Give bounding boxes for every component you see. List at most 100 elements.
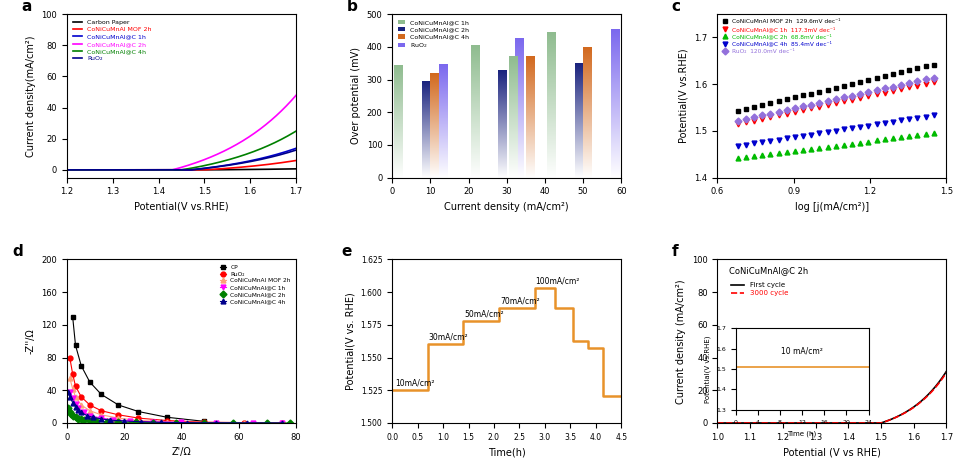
CoNiCuMnAl MOF 2h [239, 420, 250, 426]
CoNiCuMnAl@C 4h [96, 416, 107, 422]
CoNiCuMnAl MOF 2h [170, 167, 182, 172]
CoNiCuMnAl@C 4h  85.4mV dec⁻¹ [740, 142, 751, 148]
X-axis label: Time(h): Time(h) [488, 447, 526, 457]
CoNiCuMnAl@C 4h [76, 409, 87, 415]
CoNiCuMnAl@C 2h [130, 420, 141, 425]
CP [113, 402, 124, 408]
CoNiCuMnAl@C 2h  68.8mV dec⁻¹ [896, 134, 907, 140]
CoNiCuMnAl@C 1h [96, 415, 107, 421]
Carbon Paper [171, 167, 183, 172]
CoNiCuMnAl@C 1h  117.3mV dec⁻¹ [928, 79, 940, 85]
CoNiCuMnAl@C 2h [185, 162, 197, 167]
CoNiCuMnAl MOF 2h [113, 415, 124, 421]
First cycle [884, 417, 896, 423]
3000 cycle [941, 370, 952, 376]
CoNiCuMnAl@C 2h  68.8mV dec⁻¹ [740, 154, 751, 160]
CoNiCuMnAl@C 2h [171, 166, 183, 172]
Y-axis label: Over potential (mV): Over potential (mV) [351, 47, 361, 144]
CoNiCuMnAl MOF 2h  129.6mV dec⁻¹ [862, 77, 874, 83]
CoNiCuMnAl@C 2h [78, 417, 90, 423]
CoNiCuMnAl@C 1h  117.3mV dec⁻¹ [772, 112, 784, 118]
CoNiCuMnAl@C 2h [113, 419, 124, 425]
CoNiCuMnAl@C 2h [285, 420, 296, 426]
Line: CoNiCuMnAl@C 4h  85.4mV dec⁻¹: CoNiCuMnAl@C 4h 85.4mV dec⁻¹ [735, 113, 936, 149]
RuO₂  120.0mV dec⁻¹ [846, 93, 858, 99]
CoNiCuMnAl@C 1h  117.3mV dec⁻¹ [732, 121, 744, 127]
CoNiCuMnAl MOF 2h  129.6mV dec⁻¹ [781, 96, 793, 102]
CoNiCuMnAl@C 1h  117.3mV dec⁻¹ [740, 119, 751, 125]
RuO₂ [291, 147, 302, 153]
RuO₂ [199, 419, 210, 425]
CoNiCuMnAl@C 4h  85.4mV dec⁻¹ [912, 115, 923, 121]
CoNiCuMnAl@C 2h [70, 415, 81, 420]
RuO₂ [70, 384, 81, 389]
CoNiCuMnAl MOF 2h [61, 167, 73, 172]
CoNiCuMnAl@C 4h  85.4mV dec⁻¹ [797, 133, 809, 139]
Text: CoNiCuMnAl@C 2h: CoNiCuMnAl@C 2h [728, 266, 808, 275]
CoNiCuMnAl@C 2h  68.8mV dec⁻¹ [806, 146, 817, 152]
Y-axis label: Potential(V vs. RHE): Potential(V vs. RHE) [345, 292, 355, 390]
CoNiCuMnAl MOF 2h [162, 419, 173, 424]
First cycle [941, 368, 952, 374]
CoNiCuMnAl@C 4h [182, 420, 193, 425]
RuO₂  120.0mV dec⁻¹ [879, 86, 890, 91]
Line: CoNiCuMnAl@C 4h: CoNiCuMnAl@C 4h [67, 131, 296, 170]
Y-axis label: -Z''/Ω: -Z''/Ω [26, 329, 35, 354]
Line: CoNiCuMnAl@C 4h: CoNiCuMnAl@C 4h [66, 390, 284, 425]
CoNiCuMnAl MOF 2h [70, 394, 81, 399]
CoNiCuMnAl@C 4h [198, 163, 209, 169]
CoNiCuMnAl@C 1h [198, 165, 209, 171]
RuO₂  120.0mV dec⁻¹ [887, 84, 899, 89]
3000 cycle [864, 420, 876, 426]
CoNiCuMnAl MOF 2h  129.6mV dec⁻¹ [838, 83, 850, 89]
RuO₂  120.0mV dec⁻¹ [814, 100, 825, 106]
RuO₂ [76, 394, 87, 399]
CoNiCuMnAl@C 2h  68.8mV dec⁻¹ [871, 138, 882, 143]
First cycle [771, 420, 782, 426]
CoNiCuMnAl@C 2h [101, 419, 113, 424]
CoNiCuMnAl@C 1h [67, 396, 78, 401]
CoNiCuMnAl@C 1h [285, 148, 296, 153]
CoNiCuMnAl@C 2h [228, 420, 239, 426]
CoNiCuMnAl@C 4h  85.4mV dec⁻¹ [756, 139, 768, 145]
CoNiCuMnAl@C 2h [199, 420, 210, 426]
CoNiCuMnAl@C 2h [291, 93, 302, 98]
RuO₂  120.0mV dec⁻¹ [740, 116, 751, 122]
RuO₂ [276, 420, 288, 426]
CoNiCuMnAl@C 1h [176, 420, 187, 425]
CoNiCuMnAl@C 4h  85.4mV dec⁻¹ [749, 141, 760, 146]
CoNiCuMnAl@C 4h  85.4mV dec⁻¹ [862, 123, 874, 128]
Text: 10mA/cm²: 10mA/cm² [395, 379, 434, 388]
Carbon Paper [170, 167, 182, 172]
CoNiCuMnAl@C 2h [73, 415, 84, 421]
CoNiCuMnAl@C 1h  117.3mV dec⁻¹ [903, 85, 915, 90]
CoNiCuMnAl@C 4h [210, 420, 222, 426]
CoNiCuMnAl@C 2h  68.8mV dec⁻¹ [855, 140, 866, 145]
CoNiCuMnAl@C 1h  117.3mV dec⁻¹ [806, 106, 817, 111]
CoNiCuMnAl@C 4h [119, 418, 130, 424]
CoNiCuMnAl@C 4h [67, 400, 78, 405]
CP [162, 415, 173, 420]
CoNiCuMnAl@C 1h  117.3mV dec⁻¹ [789, 109, 800, 115]
CoNiCuMnAl@C 2h  68.8mV dec⁻¹ [838, 142, 850, 148]
CoNiCuMnAl@C 4h [170, 167, 182, 172]
Carbon Paper [285, 166, 296, 172]
CoNiCuMnAl@C 1h [78, 409, 90, 415]
CoNiCuMnAl@C 1h  117.3mV dec⁻¹ [862, 93, 874, 99]
CoNiCuMnAl@C 2h [262, 420, 273, 426]
CoNiCuMnAl@C 2h  68.8mV dec⁻¹ [903, 133, 915, 139]
CoNiCuMnAl@C 1h  117.3mV dec⁻¹ [765, 114, 776, 120]
CoNiCuMnAl@C 1h  117.3mV dec⁻¹ [814, 104, 825, 110]
CoNiCuMnAl MOF 2h  129.6mV dec⁻¹ [871, 75, 882, 81]
CoNiCuMnAl@C 1h [70, 401, 81, 407]
CoNiCuMnAl@C 2h  68.8mV dec⁻¹ [822, 144, 834, 149]
CoNiCuMnAl@C 4h  85.4mV dec⁻¹ [887, 119, 899, 125]
First cycle [864, 420, 876, 426]
CoNiCuMnAl@C 2h [170, 420, 182, 425]
CoNiCuMnAl@C 2h [65, 411, 76, 417]
CoNiCuMnAl@C 4h [242, 420, 253, 426]
CoNiCuMnAl@C 2h [198, 157, 209, 163]
CoNiCuMnAl MOF 2h  129.6mV dec⁻¹ [830, 85, 841, 91]
Text: d: d [12, 244, 23, 259]
CoNiCuMnAl MOF 2h  129.6mV dec⁻¹ [903, 68, 915, 73]
